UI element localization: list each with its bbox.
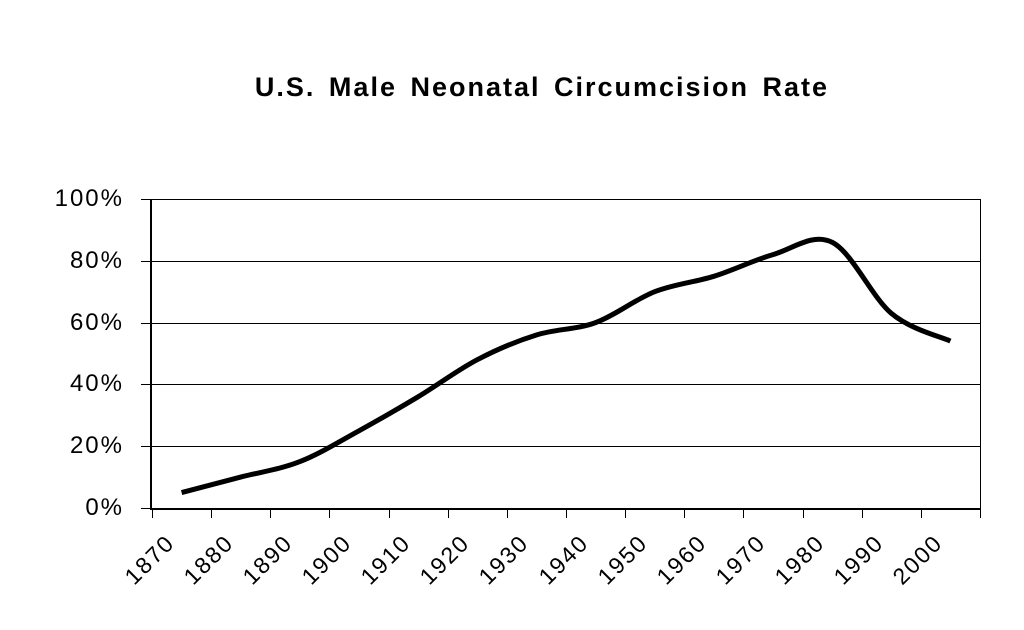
y-axis-tick <box>141 508 150 509</box>
series-line <box>180 236 952 496</box>
x-axis-tick <box>862 509 863 518</box>
x-axis <box>150 508 981 510</box>
x-axis-tick <box>389 509 390 518</box>
series-line-svg <box>180 236 952 496</box>
y-axis-label: 60% <box>69 308 124 336</box>
x-axis-tick <box>803 509 804 518</box>
y-axis-label: 20% <box>69 432 124 460</box>
x-axis-tick <box>743 509 744 518</box>
x-axis-tick <box>211 509 212 518</box>
x-axis-tick <box>507 509 508 518</box>
y-axis-label: 100% <box>54 185 124 212</box>
y-axis <box>150 199 152 510</box>
x-axis-tick <box>152 509 153 518</box>
gridline <box>152 199 980 200</box>
x-axis-tick <box>566 509 567 518</box>
x-axis-tick <box>625 509 626 518</box>
plot-right-border <box>980 199 981 509</box>
y-axis-tick <box>141 260 150 262</box>
x-axis-tick <box>329 509 330 518</box>
y-axis-label: 40% <box>69 370 124 398</box>
x-axis-tick <box>921 509 922 518</box>
gridline <box>152 322 980 324</box>
y-axis-label: 0% <box>85 494 124 521</box>
x-axis-tick <box>448 509 449 518</box>
y-axis-tick <box>141 384 150 386</box>
chart-title: U.S. Male Neonatal Circumcision Rate <box>254 72 830 102</box>
gridline <box>152 384 980 386</box>
x-axis-tick <box>270 509 271 518</box>
x-axis-tick <box>684 509 685 518</box>
y-axis-tick <box>141 322 150 324</box>
y-axis-label: 80% <box>69 246 124 274</box>
y-axis-tick <box>141 199 150 200</box>
gridline <box>152 446 980 448</box>
plot-area <box>152 199 980 508</box>
x-axis-tick <box>980 509 981 518</box>
gridline <box>152 260 980 262</box>
y-axis-tick <box>141 446 150 448</box>
